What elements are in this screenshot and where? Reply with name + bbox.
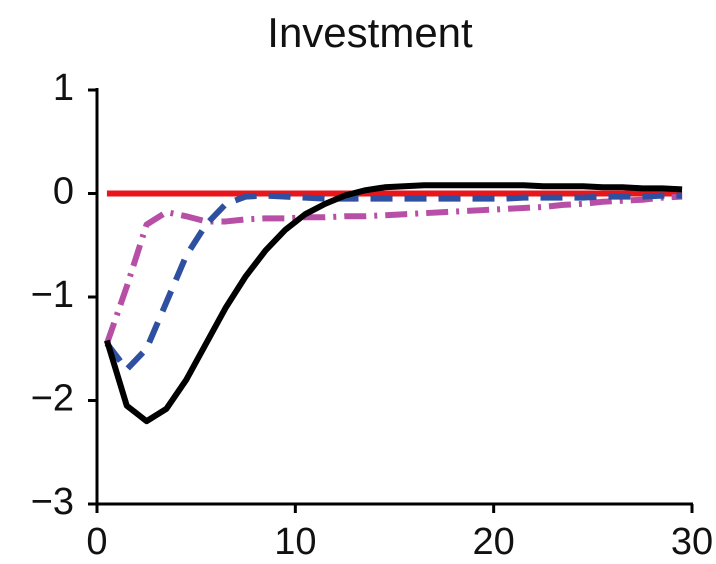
y-tick-label: −3 <box>31 481 74 523</box>
series-line <box>104 193 683 345</box>
x-tick-label: 20 <box>473 521 515 563</box>
x-tick-label: 0 <box>86 521 107 563</box>
y-tick-label: −1 <box>31 274 74 316</box>
chart-title: Investment <box>267 9 473 56</box>
series-line <box>104 182 683 425</box>
x-tick-label: 10 <box>274 521 316 563</box>
y-tick-label: −2 <box>31 378 74 420</box>
series-line <box>104 192 683 373</box>
x-tick-label: 30 <box>671 521 713 563</box>
y-tick-label: 1 <box>53 67 74 109</box>
y-tick-label: 0 <box>53 171 74 213</box>
